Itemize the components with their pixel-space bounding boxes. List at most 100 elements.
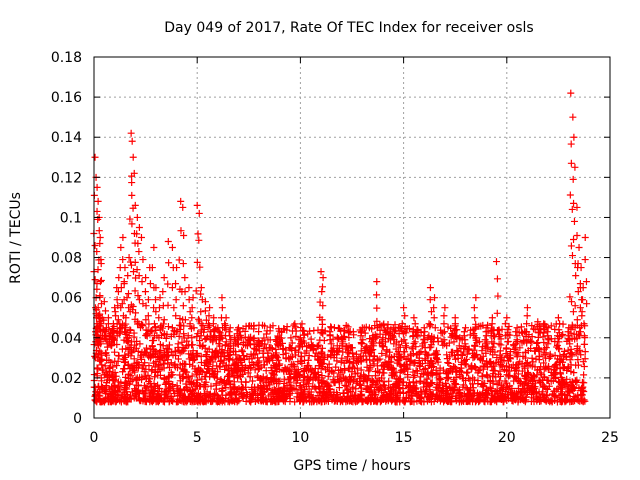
data-point — [279, 397, 287, 405]
data-point — [211, 367, 219, 375]
data-point — [373, 291, 381, 299]
data-point — [128, 179, 136, 187]
data-point — [420, 370, 428, 378]
data-point — [294, 370, 302, 378]
data-point — [497, 341, 505, 349]
data-point — [191, 356, 199, 364]
data-point — [118, 393, 126, 401]
data-point — [469, 391, 477, 399]
data-point — [211, 389, 219, 397]
data-point — [362, 385, 370, 393]
data-point — [93, 207, 101, 215]
data-point — [479, 382, 487, 390]
data-point — [489, 343, 497, 351]
data-point — [427, 398, 435, 406]
data-point — [113, 362, 121, 370]
data-point — [570, 217, 578, 225]
data-point — [384, 363, 392, 371]
data-point — [130, 333, 138, 341]
data-point — [465, 393, 473, 401]
data-point — [165, 372, 173, 380]
data-point — [303, 362, 311, 370]
data-point — [462, 355, 470, 363]
data-point — [106, 385, 114, 393]
data-point — [430, 334, 438, 342]
data-point — [396, 384, 404, 392]
data-point — [489, 351, 497, 359]
data-point — [330, 379, 338, 387]
data-point — [167, 332, 175, 340]
data-point — [128, 137, 136, 145]
data-point — [433, 356, 441, 364]
data-point — [427, 321, 435, 329]
data-point — [287, 360, 295, 368]
data-point — [571, 378, 579, 386]
data-point — [164, 377, 172, 385]
data-point — [407, 397, 415, 405]
data-point — [134, 359, 142, 367]
data-point — [93, 369, 101, 377]
data-point — [447, 348, 455, 356]
data-point — [181, 393, 189, 401]
data-point — [292, 327, 300, 335]
data-point — [260, 353, 268, 361]
data-point — [383, 347, 391, 355]
data-point — [548, 390, 556, 398]
data-point — [97, 260, 105, 268]
data-point — [115, 382, 123, 390]
data-point — [478, 372, 486, 380]
data-point — [239, 394, 247, 402]
data-point — [201, 307, 209, 315]
data-point — [92, 328, 100, 336]
data-point — [359, 377, 367, 385]
data-point — [138, 364, 146, 372]
data-point — [581, 256, 589, 264]
data-point — [155, 304, 163, 312]
data-point — [185, 296, 193, 304]
data-point — [292, 366, 300, 374]
data-point — [135, 296, 143, 304]
data-point — [472, 334, 480, 342]
data-point — [255, 358, 263, 366]
data-point — [357, 332, 365, 340]
data-point — [579, 284, 587, 292]
data-point — [238, 346, 246, 354]
data-point — [432, 354, 440, 362]
data-point — [504, 326, 512, 334]
data-point — [173, 328, 181, 336]
data-point — [514, 370, 522, 378]
data-point — [486, 383, 494, 391]
data-point — [158, 354, 166, 362]
data-point — [570, 199, 578, 207]
data-point — [470, 346, 478, 354]
data-point — [390, 328, 398, 336]
data-point — [298, 394, 306, 402]
data-point — [135, 272, 143, 280]
data-point — [113, 296, 121, 304]
data-point — [222, 314, 230, 322]
data-point — [566, 191, 574, 199]
data-point — [178, 365, 186, 373]
data-point — [93, 183, 101, 191]
data-point — [512, 340, 520, 348]
data-point — [493, 381, 501, 389]
y-axis-label: ROTI / TECUs — [8, 192, 24, 284]
data-point — [517, 378, 525, 386]
data-point — [337, 358, 345, 366]
data-point — [248, 355, 256, 363]
data-point — [513, 324, 521, 332]
data-point — [421, 387, 429, 395]
data-point — [487, 332, 495, 340]
data-point — [299, 368, 307, 376]
data-point — [426, 296, 434, 304]
data-point — [286, 344, 294, 352]
data-point — [397, 324, 405, 332]
data-point — [566, 293, 574, 301]
data-point — [114, 316, 122, 324]
data-point — [351, 365, 359, 373]
data-point — [164, 280, 172, 288]
data-point — [408, 392, 416, 400]
data-point — [177, 227, 185, 235]
data-point — [334, 376, 342, 384]
data-point — [221, 353, 229, 361]
